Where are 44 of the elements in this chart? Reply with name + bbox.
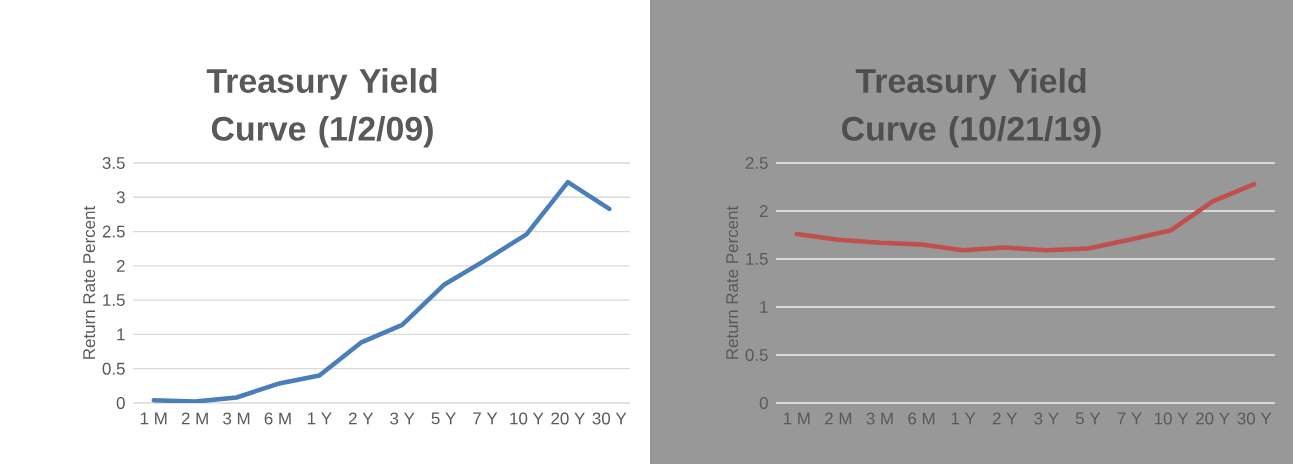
x-tick-label: 3 M <box>866 412 893 425</box>
x-tick-label: 2 M <box>825 412 852 425</box>
y-tick-label: 0 <box>116 396 125 409</box>
x-tick-label: 6 M <box>264 412 291 425</box>
x-tick-label: 5 Y <box>1075 412 1101 425</box>
x-tick-label: 1 M <box>783 412 810 425</box>
x-tick-label: 30 Y <box>592 412 627 425</box>
y-tick-label: 0.5 <box>745 348 768 361</box>
line-series <box>794 181 1257 253</box>
y-tick-label: 3 <box>116 191 125 204</box>
x-tick-label: 20 Y <box>1196 412 1230 425</box>
y-tick-label: 3.5 <box>102 156 125 169</box>
chart-title: Treasury Yield Curve (1/2/09) <box>206 68 437 148</box>
y-tick-label: 1.5 <box>103 294 125 307</box>
y-axis-title: Return Rate Percent <box>83 205 96 359</box>
y-tick-label: 1.5 <box>746 253 768 265</box>
x-tick-label: 7 Y <box>1117 412 1142 425</box>
chart-title: Treasury Yield Curve (10/21/19) <box>842 68 1101 148</box>
y-tick-label: 2.5 <box>102 225 125 238</box>
y-tick-label: 0.5 <box>102 362 125 375</box>
y-tick-label: 2.5 <box>745 156 768 169</box>
x-tick-label: 20 Y <box>551 412 585 425</box>
x-tick-label: 10 Y <box>1154 412 1189 425</box>
x-tick-label: 7 Y <box>473 412 498 425</box>
y-axis-title: Return Rate Percent <box>726 205 739 359</box>
y-tick-label: 2 <box>759 205 768 217</box>
y-tick-label: 1 <box>117 328 125 341</box>
x-tick-label: 30 Y <box>1237 412 1272 425</box>
y-tick-label: 2 <box>116 259 125 272</box>
x-tick-label: 1 M <box>140 412 167 425</box>
x-tick-label: 2 M <box>181 412 208 425</box>
y-tick-label: 1 <box>760 301 768 313</box>
x-tick-label: 2 Y <box>992 412 1018 425</box>
x-tick-label: 6 M <box>908 412 935 425</box>
x-tick-label: 3 M <box>223 412 250 425</box>
x-tick-label: 1 Y <box>307 412 332 425</box>
x-tick-label: 3 Y <box>390 412 415 425</box>
x-tick-label: 5 Y <box>431 412 456 425</box>
x-tick-label: 10 Y <box>510 412 544 425</box>
x-tick-label: 3 Y <box>1034 412 1059 425</box>
line-series <box>151 179 612 403</box>
y-tick-label: 0 <box>759 396 768 409</box>
x-tick-label: 1 Y <box>951 412 976 425</box>
x-tick-label: 2 Y <box>348 412 374 425</box>
